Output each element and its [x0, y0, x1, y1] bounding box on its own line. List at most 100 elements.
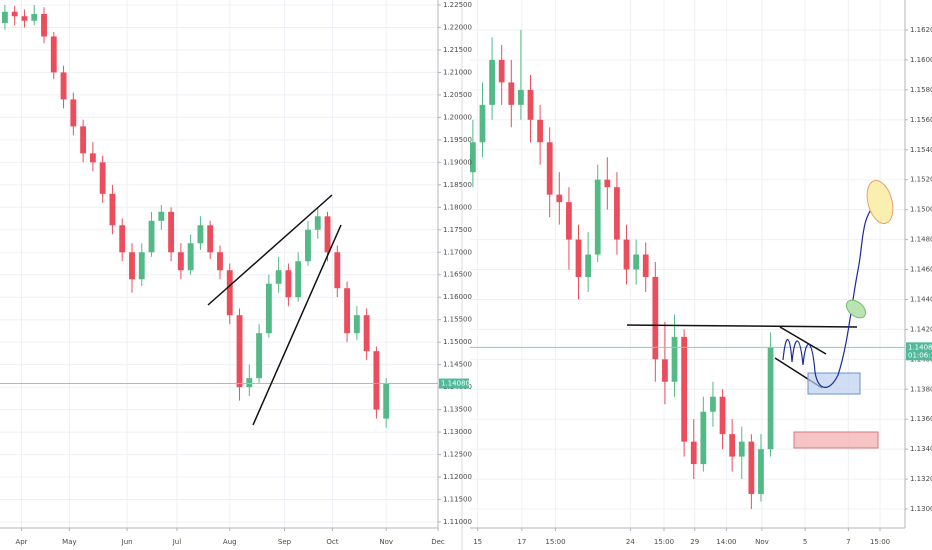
candle-body [109, 193, 116, 226]
y-tick-label: 1.21000 [443, 68, 472, 76]
wedge-line [779, 326, 827, 355]
x-tick-label: Jul [172, 538, 182, 546]
candle-body [767, 347, 774, 450]
candle-body [334, 252, 341, 289]
y-tick-label: 1.13400 [910, 445, 932, 453]
y-tick-label: 1.17000 [443, 248, 472, 256]
candle-body [681, 336, 688, 442]
x-tick-label: Dec [431, 538, 445, 546]
last-price-tag [906, 342, 932, 361]
y-tick-label: 1.13000 [443, 428, 472, 436]
candle-body [700, 411, 707, 465]
x-tick-label: May [62, 538, 76, 546]
candle-body [168, 211, 175, 253]
candle-body [633, 254, 640, 270]
x-tick-label: Oct [326, 538, 338, 546]
candle-body [99, 162, 106, 194]
target-box [807, 372, 861, 395]
x-tick-label: 15:00 [654, 538, 674, 546]
y-tick-label: 1.19500 [443, 136, 472, 144]
grids [0, 0, 905, 528]
candle-body [138, 252, 145, 280]
candle-body [119, 225, 126, 253]
candle-body [758, 449, 764, 495]
y-tick-label: 1.17500 [443, 226, 472, 234]
x-tick-label: Sep [278, 538, 292, 546]
candle-body [305, 229, 311, 262]
countdown-timer: 01:06:11 [908, 351, 932, 359]
candle-body [217, 252, 223, 271]
candle-body [383, 383, 390, 419]
candle-body [31, 13, 38, 21]
candle-body [295, 261, 302, 298]
y-tick-label: 1.16500 [443, 271, 472, 279]
candle-body [642, 254, 649, 277]
candle-body [89, 153, 96, 163]
axis-labels: 1.11000 1.11500 1.12000 1.12500 1.13000 1.135… [15, 1, 932, 546]
projection-path [782, 199, 881, 388]
x-tick-label: 5 [803, 538, 807, 546]
y-tick-label: 1.16000 [910, 56, 932, 64]
x-tick-label: 15:00 [545, 538, 565, 546]
x-tick-label: Jun [121, 538, 133, 546]
x-tick-label: Aug [223, 538, 237, 546]
candle-body [489, 59, 495, 105]
candle-body [197, 225, 204, 244]
y-tick-label: 1.16200 [910, 26, 932, 34]
y-tick-label: 1.12000 [443, 473, 472, 481]
candle-body [537, 119, 543, 143]
candle-body [236, 315, 243, 388]
candle-body [265, 283, 272, 334]
candle-body [275, 270, 282, 284]
candle-body [719, 396, 726, 435]
y-tick-label: 1.13000 [910, 505, 932, 513]
resistance-line [626, 324, 858, 328]
candle-body [314, 216, 321, 230]
y-tick-label: 1.14400 [910, 295, 932, 303]
target-ellipse [866, 180, 894, 224]
y-tick-label: 1.15600 [910, 116, 932, 124]
x-tick-label: 15 [473, 538, 482, 546]
trend-line [252, 224, 342, 426]
candle-body [748, 441, 755, 495]
candle-body [604, 179, 611, 188]
candle-body [344, 288, 351, 334]
y-tick-label: 1.21500 [443, 46, 472, 54]
candle-body [246, 378, 253, 388]
candles [0, 5, 905, 509]
candle-body [187, 243, 194, 271]
x-tick-label: 14:00 [716, 538, 736, 546]
y-tick-label: 1.18000 [443, 203, 472, 211]
y-tick-label: 1.13600 [910, 415, 932, 423]
candle-body [11, 11, 18, 17]
candle-body [470, 142, 476, 173]
x-tick-label: Nov [379, 538, 393, 546]
y-tick-label: 1.13800 [910, 385, 932, 393]
candle-body [256, 333, 263, 379]
candle-body [729, 434, 736, 457]
candle-body [1, 11, 8, 23]
candle-body [479, 104, 486, 143]
y-tick-label: 1.19000 [443, 158, 472, 166]
y-tick-label: 1.14800 [910, 236, 932, 244]
candle-body [518, 89, 524, 105]
y-tick-label: 1.20000 [443, 113, 472, 121]
candle-body [177, 252, 184, 271]
y-tick-label: 1.15500 [443, 316, 472, 324]
candle-body [738, 441, 745, 457]
candle-body [158, 211, 165, 221]
candle-body [50, 36, 57, 73]
candle-body [556, 194, 563, 203]
candle-body [652, 276, 659, 360]
candle-body [690, 441, 697, 465]
last-price-label: 1.14080 [441, 380, 470, 388]
y-tick-label: 1.22500 [443, 1, 472, 9]
y-tick-label: 1.15800 [910, 86, 932, 94]
x-tick-label: 24 [626, 538, 635, 546]
candle-body [41, 13, 47, 37]
candle-body [585, 254, 591, 277]
candle-body [129, 252, 135, 280]
x-tick-label: 15:00 [870, 538, 890, 546]
candle-body [60, 72, 67, 100]
